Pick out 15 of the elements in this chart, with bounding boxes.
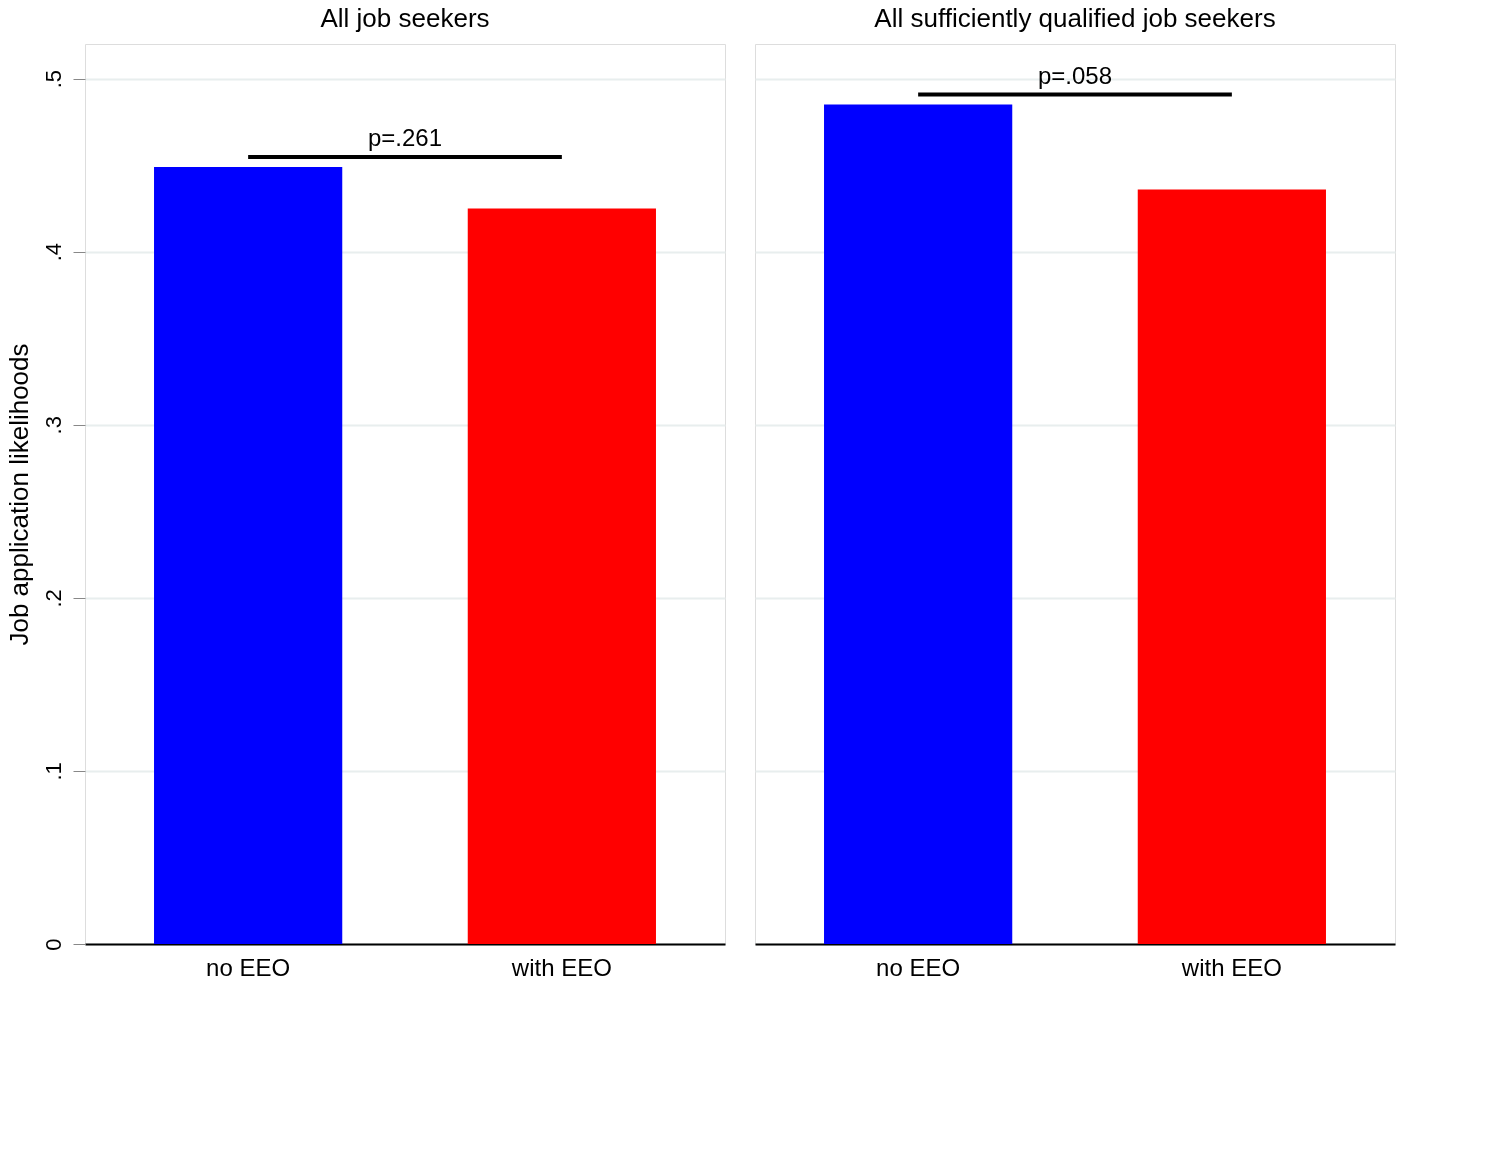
y-tick-label: 0	[40, 938, 66, 951]
x-tick-label: no EEO	[876, 953, 961, 981]
chart-title: All job seekers	[320, 3, 490, 33]
y-tick-label: .5	[40, 69, 66, 89]
annotation: p=.058	[1037, 61, 1113, 89]
y-tick-label: .4	[40, 243, 66, 262]
x-tick-label: with EEO	[1180, 953, 1282, 981]
y-tick-label: .3	[40, 416, 66, 435]
y-axis-title: Job application likelihoods	[3, 343, 34, 646]
y-tick-label: .1	[40, 762, 66, 781]
x-tick-label: no EEO	[206, 953, 291, 981]
chart-title: All sufficiently qualified job seekers	[874, 3, 1276, 33]
annotation: p=.261	[367, 123, 443, 151]
y-tick-label: .2	[40, 589, 66, 608]
x-tick-label: with EEO	[510, 953, 612, 981]
